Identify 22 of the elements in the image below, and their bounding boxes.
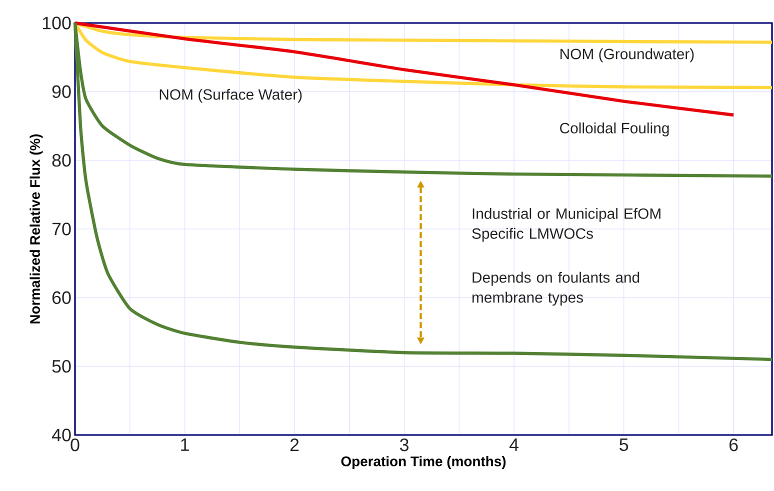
annotation: Depends on foulants and membrane types [472,272,640,306]
y-tick-label: 70 [52,222,71,236]
y-tick-label: 80 [52,154,71,167]
x-axis-title: Operation Time (months) [341,456,506,470]
x-tick-label: 3 [400,438,408,452]
series-label: Colloidal Fouling [560,122,669,136]
y-tick-label: 40 [52,428,71,442]
y-tick-label: 50 [52,360,71,373]
x-tick-label: 1 [181,438,189,451]
series-label: NOM (Groundwater) [560,48,694,62]
y-tick-label: 100 [42,16,71,30]
annotation: Industrial or Municipal EfOM Specific LMWOCs [472,208,660,242]
x-tick-label: 5 [620,438,628,452]
y-tick-label: 90 [52,85,71,98]
series-label: NOM (Surface Water) [160,88,302,103]
x-tick-label: 2 [290,438,299,452]
y-axis-title: Normalized Relative Flux (%) [30,134,43,324]
x-tick-label: 0 [70,438,80,452]
x-tick-label: 6 [730,438,738,452]
x-tick-label: 4 [509,438,519,451]
y-tick-label: 60 [52,291,71,304]
line-series [73,21,736,117]
